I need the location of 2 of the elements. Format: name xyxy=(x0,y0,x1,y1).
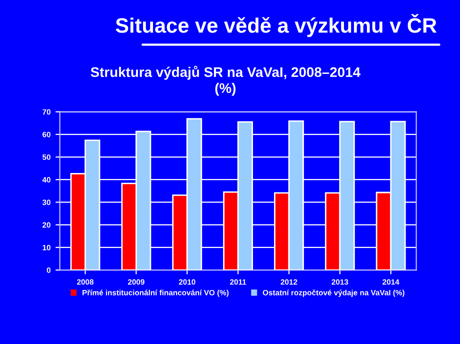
chart-title: Situace ve vědě a výzkumu v ČR xyxy=(116,14,437,38)
chart-subtitle: Struktura výdajů SR na VaVaI, 2008–2014 (%) xyxy=(90,66,360,96)
